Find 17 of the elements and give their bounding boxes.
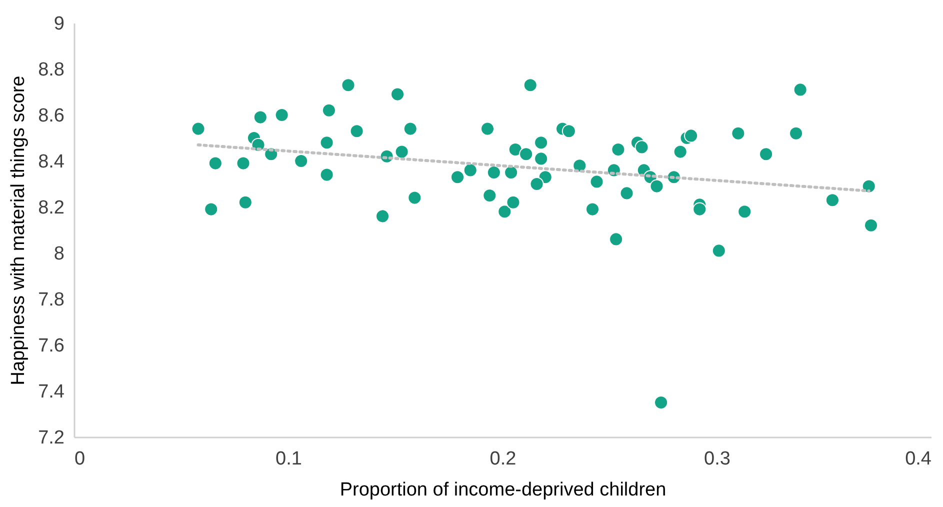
y-tick-label: 7.6 bbox=[38, 336, 64, 356]
y-tick-label: 7.2 bbox=[38, 428, 64, 448]
y-tick-label: 7.8 bbox=[38, 290, 64, 310]
x-tick-label: 0.4 bbox=[905, 448, 932, 470]
y-tick-label: 9 bbox=[54, 14, 64, 34]
x-tick-label: 0.2 bbox=[490, 448, 516, 470]
y-tick-label: 8 bbox=[54, 244, 64, 264]
x-tick-label: 0.1 bbox=[276, 448, 302, 470]
x-tick-label: 0 bbox=[74, 448, 86, 470]
y-tick-label: 7.4 bbox=[38, 382, 65, 402]
x-tick-label: 0.3 bbox=[704, 448, 730, 470]
y-tick-label: 8.2 bbox=[38, 198, 64, 218]
x-axis-title: Proportion of income-deprived children bbox=[340, 480, 666, 500]
y-tick-label: 8.4 bbox=[38, 152, 65, 172]
y-axis-title: Happiness with material things score bbox=[8, 76, 30, 386]
y-tick-label: 8.8 bbox=[38, 60, 64, 80]
y-tick-label: 8.6 bbox=[38, 106, 64, 126]
